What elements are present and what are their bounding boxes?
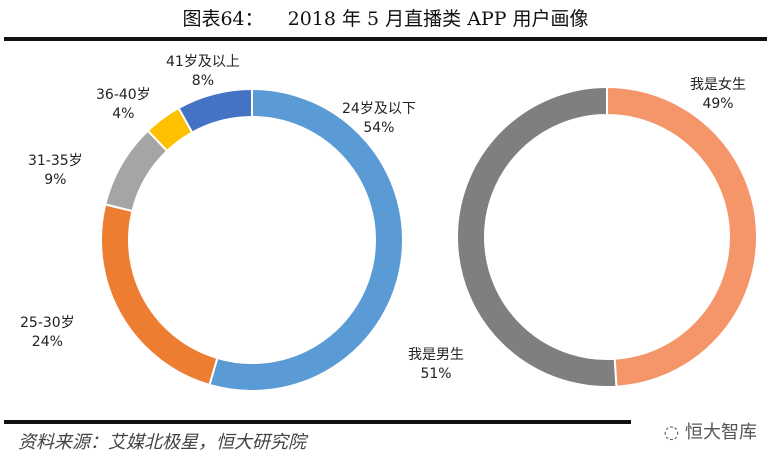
title-text: 2018 年 5 月直播类 APP 用户画像 xyxy=(287,8,589,30)
figure-title: 图表64： 2018 年 5 月直播类 APP 用户画像 xyxy=(0,4,771,31)
watermark: ◌ 恒大智库 xyxy=(663,422,757,443)
donut-0-slice-4 xyxy=(177,87,253,134)
label-0-0: 24岁及以下 54% xyxy=(342,101,416,136)
label-1-0: 我是女生 49% xyxy=(690,77,746,112)
donut-0-slice-2 xyxy=(104,129,169,213)
label-0-2: 31-35岁 9% xyxy=(28,153,83,188)
label-0-4: 41岁及以上 8% xyxy=(166,54,240,89)
figure-number: 图表64： xyxy=(182,8,264,30)
source-note: 资料来源：艾媒北极星，恒大研究院 xyxy=(18,432,306,453)
label-1-1: 我是男生 51% xyxy=(408,347,464,382)
bottom-rule xyxy=(4,420,631,424)
label-0-3: 36-40岁 4% xyxy=(96,87,151,122)
wechat-icon: ◌ xyxy=(663,422,685,443)
donut-0-slice-1 xyxy=(100,203,219,387)
label-0-1: 25-30岁 24% xyxy=(20,315,75,350)
donut-0-slice-0 xyxy=(208,87,404,392)
top-rule xyxy=(4,37,767,41)
donut-1-slice-0 xyxy=(606,85,758,388)
donut-1-slice-1 xyxy=(456,85,618,388)
